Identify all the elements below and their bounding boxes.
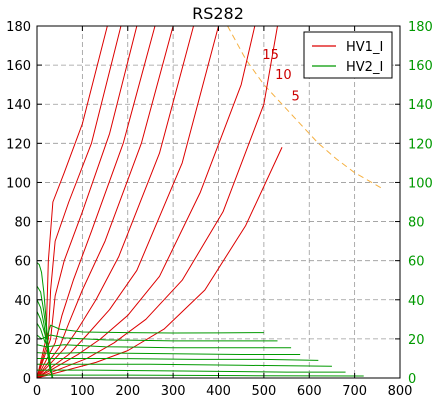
x-tick-label: 500 (251, 384, 276, 399)
series-line-hv1_i (37, 26, 156, 378)
y2-tick-label: 140 (408, 98, 433, 113)
y2-tick-label: 160 (408, 59, 433, 74)
legend-label: HV2_I (346, 60, 383, 75)
y-tick-label: 0 (23, 372, 31, 387)
x-tick-label: 700 (342, 384, 367, 399)
y-tick-label: 180 (6, 20, 31, 35)
y-tick-label: 20 (14, 333, 31, 348)
legend-box (303, 31, 393, 79)
x-tick-label: 200 (115, 384, 140, 399)
legend-label: HV1_I (346, 40, 383, 55)
y2-tick-label: 60 (408, 255, 425, 270)
x-tick-label: 300 (161, 384, 186, 399)
power-limit-curve (227, 26, 383, 189)
x-tick-label: 0 (33, 384, 41, 399)
power-limit-label: 15 (262, 48, 279, 63)
y-tick-label: 100 (6, 176, 31, 191)
axis-ticks: 0 100 200 300 400 500 600 700 800020406080100120… (6, 20, 433, 399)
y2-tick-label: 100 (408, 176, 433, 191)
x-tick-label: 400 (206, 384, 231, 399)
y-tick-label: 60 (14, 255, 31, 270)
y-tick-label: 80 (14, 216, 31, 231)
series-line-hv1_i (37, 26, 278, 378)
series-line-hv1_i (37, 26, 256, 378)
series-line-hv2_i (37, 344, 292, 349)
series-layer (37, 26, 364, 378)
series-line-hv1_i (37, 26, 108, 378)
power-limit-label: 10 (275, 68, 292, 83)
series-line-hv2_i (37, 357, 319, 361)
chart-title: RS282 (192, 4, 244, 23)
grid (37, 26, 400, 378)
x-tick-label: 800 (388, 384, 413, 399)
y-tick-label: 160 (6, 59, 31, 74)
y-tick-label: 140 (6, 98, 31, 113)
y-tick-label: 120 (6, 137, 31, 152)
series-line-hv1_i (37, 26, 122, 378)
series-line-hv1_i (37, 147, 283, 378)
y2-tick-label: 40 (408, 294, 425, 309)
series-line-hv1_i (37, 26, 219, 378)
series-line-hv2_i (37, 352, 301, 356)
series-line-hv2_i (37, 322, 264, 344)
series-line-hv1_i (37, 26, 138, 378)
legend: HV1_I HV2_I (303, 31, 393, 79)
series-line-hv2_i (37, 369, 346, 373)
series-line-hv1_i (37, 26, 195, 378)
series-line-hv2_i (37, 334, 278, 342)
y2-tick-label: 120 (408, 137, 433, 152)
series-line-hv2_i (37, 374, 364, 377)
y2-tick-label: 20 (408, 333, 425, 348)
y2-tick-label: 180 (408, 20, 433, 35)
x-tick-label: 100 (70, 384, 95, 399)
series-line-hv2_i (37, 285, 53, 378)
y-tick-label: 40 (14, 294, 31, 309)
x-tick-label: 600 (297, 384, 322, 399)
series-line-hv1_i (37, 26, 174, 378)
power-limit-line (227, 26, 383, 189)
y2-tick-label: 0 (408, 372, 416, 387)
series-line-hv2_i (37, 363, 332, 367)
series-line-hv2_i (37, 311, 52, 373)
y2-tick-label: 80 (408, 216, 425, 231)
power-limit-label: 5 (291, 89, 299, 104)
